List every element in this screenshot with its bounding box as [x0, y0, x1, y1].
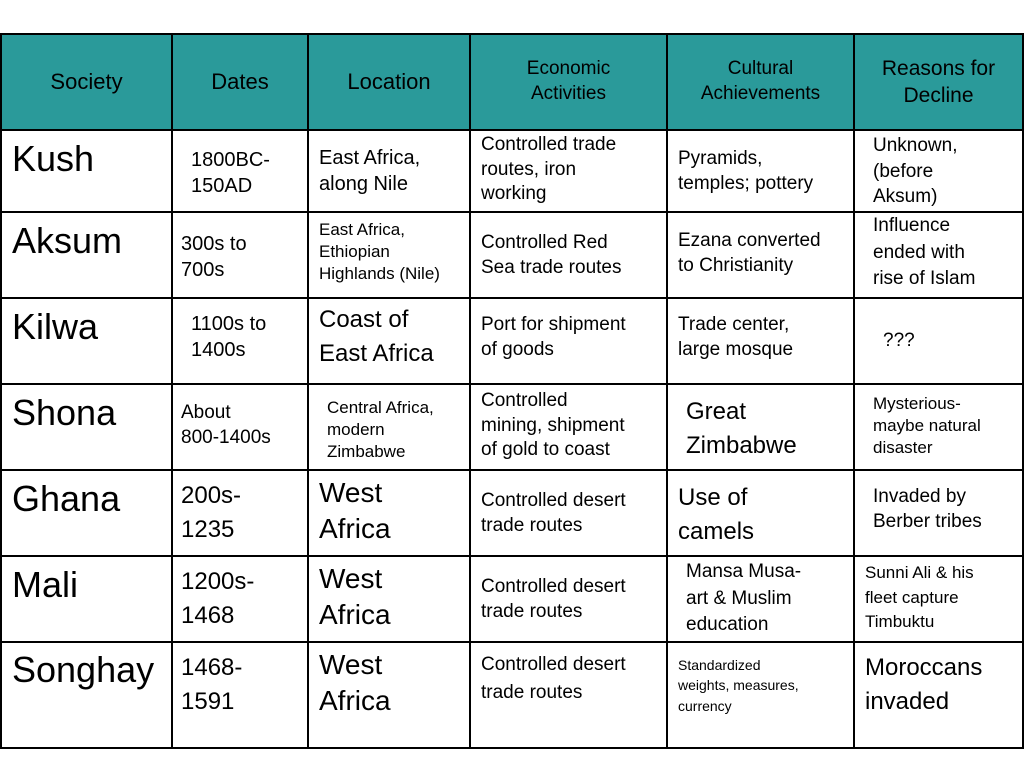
cell-dates: 200s- 1235 [171, 469, 309, 557]
cell-dates: 1100s to 1400s [171, 297, 309, 385]
cell-location: East Africa, Ethiopian Highlands (Nile) [307, 211, 471, 299]
cell-location: Central Africa, modern Zimbabwe [307, 383, 471, 471]
header-decline: Reasons for Decline [853, 33, 1024, 131]
table-row: Aksum 300s to 700s East Africa, Ethiopia… [0, 211, 1024, 299]
cell-dates: 300s to 700s [171, 211, 309, 299]
cell-decline: Influence ended with rise of Islam [853, 211, 1024, 299]
cell-dates: 1200s- 1468 [171, 555, 309, 643]
cell-decline: Moroccans invaded [853, 641, 1024, 749]
cell-cultural: Ezana converted to Christianity [666, 211, 855, 299]
cell-cultural: Mansa Musa- art & Muslim education [666, 555, 855, 643]
cell-society: Songhay [0, 641, 173, 749]
cell-economic: Controlled Red Sea trade routes [469, 211, 668, 299]
cell-cultural: Standardized weights, measures, currency [666, 641, 855, 749]
cell-location: West Africa [307, 555, 471, 643]
cell-cultural: Trade center, large mosque [666, 297, 855, 385]
table-row: Ghana 200s- 1235 West Africa Controlled … [0, 469, 1024, 557]
cell-location: West Africa [307, 469, 471, 557]
cell-society: Kush [0, 129, 173, 213]
header-dates: Dates [171, 33, 309, 131]
header-cultural: Cultural Achievements [666, 33, 855, 131]
cell-location: East Africa, along Nile [307, 129, 471, 213]
table-row: Kilwa 1100s to 1400s Coast of East Afric… [0, 297, 1024, 385]
cell-decline: ??? [853, 297, 1024, 385]
cell-dates: 1800BC- 150AD [171, 129, 309, 213]
cell-economic: Controlled desert trade routes [469, 641, 668, 749]
header-location: Location [307, 33, 471, 131]
header-society: Society [0, 33, 173, 131]
cell-cultural: Great Zimbabwe [666, 383, 855, 471]
cell-location: West Africa [307, 641, 471, 749]
header-row: Society Dates Location Economic Activiti… [0, 33, 1024, 131]
cell-economic: Controlled trade routes, iron working [469, 129, 668, 213]
table-row: Kush 1800BC- 150AD East Africa, along Ni… [0, 129, 1024, 213]
cell-decline: Unknown, (before Aksum) [853, 129, 1024, 213]
cell-cultural: Use of camels [666, 469, 855, 557]
cell-economic: Port for shipment of goods [469, 297, 668, 385]
cell-society: Kilwa [0, 297, 173, 385]
table-row: Mali 1200s- 1468 West Africa Controlled … [0, 555, 1024, 643]
cell-cultural: Pyramids, temples; pottery [666, 129, 855, 213]
cell-decline: Invaded by Berber tribes [853, 469, 1024, 557]
header-economic: Economic Activities [469, 33, 668, 131]
cell-location: Coast of East Africa [307, 297, 471, 385]
cell-economic: Controlled mining, shipment of gold to c… [469, 383, 668, 471]
cell-dates: 1468- 1591 [171, 641, 309, 749]
cell-decline: Sunni Ali & his fleet capture Timbuktu [853, 555, 1024, 643]
cell-economic: Controlled desert trade routes [469, 469, 668, 557]
society-table: Society Dates Location Economic Activiti… [0, 33, 1024, 749]
cell-society: Aksum [0, 211, 173, 299]
cell-decline: Mysterious- maybe natural disaster [853, 383, 1024, 471]
cell-economic: Controlled desert trade routes [469, 555, 668, 643]
table-row: Songhay 1468- 1591 West Africa Controlle… [0, 641, 1024, 749]
cell-society: Shona [0, 383, 173, 471]
table-row: Shona About 800-1400s Central Africa, mo… [0, 383, 1024, 471]
cell-dates: About 800-1400s [171, 383, 309, 471]
cell-society: Ghana [0, 469, 173, 557]
cell-society: Mali [0, 555, 173, 643]
